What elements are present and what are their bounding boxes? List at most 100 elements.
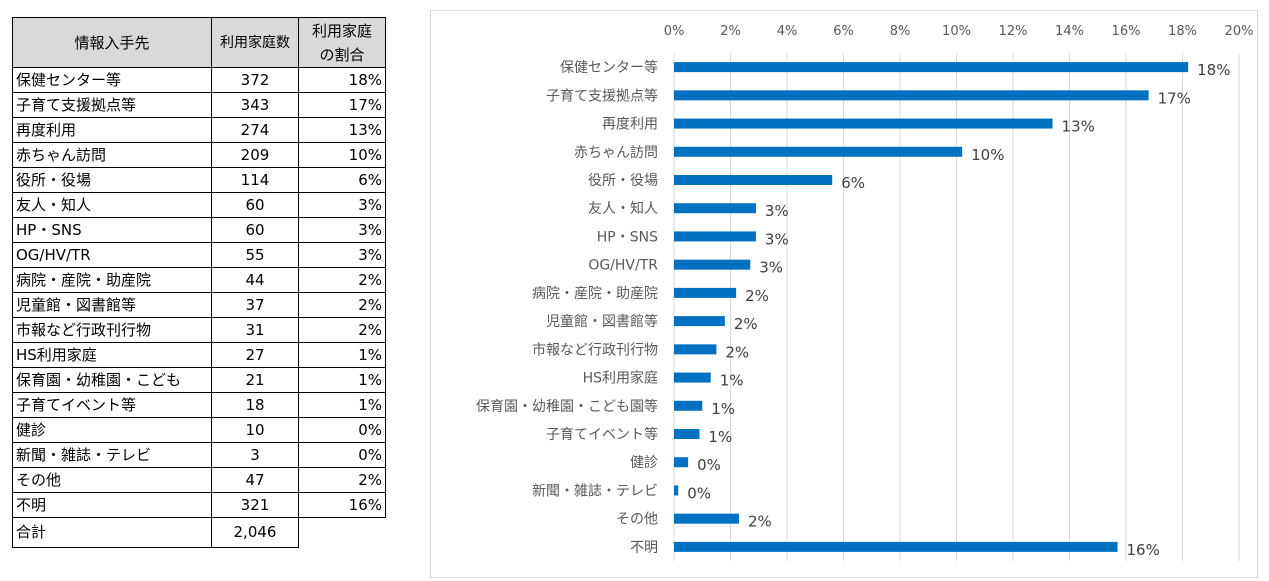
data-label: 1% <box>720 372 744 390</box>
table-header-row: 情報入手先 利用家庭数 利用家庭 の割合 <box>12 17 386 68</box>
bar <box>674 287 737 298</box>
header-ratio-line2: の割合 <box>319 45 365 64</box>
cell-ratio: 2% <box>298 292 386 318</box>
cell-source: その他 <box>12 467 212 493</box>
header-count: 利用家庭数 <box>211 17 299 68</box>
bar <box>674 146 963 157</box>
cell-source: 保健センター等 <box>12 67 212 93</box>
cell-ratio: 2% <box>298 467 386 493</box>
cell-source: 再度利用 <box>12 117 212 143</box>
x-tick-label: 20% <box>1225 24 1254 39</box>
cell-source: HP・SNS <box>12 217 212 243</box>
total-label: 合計 <box>12 517 212 548</box>
cell-count: 343 <box>211 92 299 118</box>
table-row: その他 47 2% <box>12 467 386 493</box>
category-label: 健診 <box>630 455 658 471</box>
category-label: 新聞・雑誌・テレビ <box>532 483 658 499</box>
cell-ratio: 1% <box>298 392 386 418</box>
data-label: 10% <box>971 146 1004 164</box>
table-row: 子育てイベント等 18 1% <box>12 392 386 418</box>
bar <box>674 372 711 383</box>
data-label: 18% <box>1197 61 1230 79</box>
data-label: 3% <box>765 202 789 220</box>
bar <box>674 62 1189 73</box>
bar <box>674 259 751 270</box>
cell-count: 321 <box>211 492 299 518</box>
cell-count: 27 <box>211 342 299 368</box>
cell-count: 274 <box>211 117 299 143</box>
table-row: 保健センター等 372 18% <box>12 67 386 93</box>
table-row: 赤ちゃん訪問 209 10% <box>12 142 386 168</box>
cell-count: 60 <box>211 217 299 243</box>
cell-ratio: 13% <box>298 117 386 143</box>
cell-count: 3 <box>211 442 299 468</box>
category-label: 友人・知人 <box>588 200 658 217</box>
data-label: 0% <box>687 484 711 502</box>
category-label: 子育てイベント等 <box>546 426 658 443</box>
cell-source: 健診 <box>12 417 212 443</box>
x-tick-label: 16% <box>1112 24 1141 39</box>
cell-source: 児童館・図書館等 <box>12 292 212 318</box>
table-row: 健診 10 0% <box>12 417 386 443</box>
total-count: 2,046 <box>211 517 299 548</box>
x-tick-label: 12% <box>999 24 1028 39</box>
category-label: HP・SNS <box>597 229 658 245</box>
header-ratio-line1: 利用家庭 <box>311 21 372 40</box>
category-label: 病院・産院・助産院 <box>532 286 658 302</box>
table-row: 病院・産院・助産院 44 2% <box>12 267 386 293</box>
cell-source: 子育てイベント等 <box>12 392 212 418</box>
cell-ratio: 0% <box>298 442 386 468</box>
cell-source: 市報など行政刊行物 <box>12 317 212 343</box>
cell-source: 役所・役場 <box>12 167 212 193</box>
cell-ratio: 3% <box>298 242 386 268</box>
bar <box>674 90 1149 101</box>
data-label: 2% <box>748 513 772 531</box>
category-label: 役所・役場 <box>588 173 658 189</box>
bar <box>674 541 1118 552</box>
cell-source: 赤ちゃん訪問 <box>12 142 212 168</box>
cell-ratio: 1% <box>298 342 386 368</box>
data-label: 1% <box>711 400 735 418</box>
header-ratio: 利用家庭 の割合 <box>298 17 386 68</box>
cell-ratio: 10% <box>298 142 386 168</box>
bar <box>674 344 717 355</box>
table-row: OG/HV/TR 55 3% <box>12 242 386 268</box>
category-label: 児童館・図書館等 <box>546 313 658 330</box>
cell-source: 不明 <box>12 492 212 518</box>
bar <box>674 175 833 185</box>
cell-count: 47 <box>211 467 299 493</box>
cell-source: 新聞・雑誌・テレビ <box>12 442 212 468</box>
x-tick-label: 4% <box>777 24 798 39</box>
cell-ratio: 1% <box>298 367 386 393</box>
cell-source: 子育て支援拠点等 <box>12 92 212 118</box>
x-tick-label: 8% <box>890 24 911 39</box>
table-row: 新聞・雑誌・テレビ 3 0% <box>12 442 386 468</box>
info-source-table: 情報入手先 利用家庭数 利用家庭 の割合 保健センター等 372 18% 子育て支援拠点… <box>12 17 386 548</box>
bar <box>674 400 703 411</box>
category-label: 市報など行政刊行物 <box>532 341 658 358</box>
data-label: 1% <box>708 428 732 446</box>
cell-ratio: 2% <box>298 267 386 293</box>
cell-source: 友人・知人 <box>12 192 212 218</box>
cell-ratio: 17% <box>298 92 386 118</box>
data-label: 6% <box>841 174 865 192</box>
cell-count: 31 <box>211 317 299 343</box>
x-tick-label: 2% <box>720 24 741 39</box>
table-body: 保健センター等 372 18% 子育て支援拠点等 343 17% 再度利用 274 13% 赤ちゃ… <box>12 67 386 548</box>
table-row: 保育園・幼稚園・こども 21 1% <box>12 367 386 393</box>
category-label: HS利用家庭 <box>583 370 658 387</box>
x-tick-label: 18% <box>1168 24 1197 39</box>
bar <box>674 429 700 439</box>
cell-ratio: 0% <box>298 417 386 443</box>
total-blank <box>299 518 386 548</box>
cell-count: 60 <box>211 192 299 218</box>
cell-ratio: 16% <box>298 492 386 518</box>
table-row: 友人・知人 60 3% <box>12 192 386 218</box>
x-tick-label: 14% <box>1055 24 1084 39</box>
cell-count: 37 <box>211 292 299 318</box>
cell-source: OG/HV/TR <box>12 242 212 268</box>
bar-chart: 0% 2% 4% 6% 8% 10% 12% 14% 16% 18% 20% 保健センター等 18% 子育… <box>430 10 1258 578</box>
table-row: 子育て支援拠点等 343 17% <box>12 92 386 118</box>
data-label: 3% <box>765 230 789 248</box>
cell-ratio: 2% <box>298 317 386 343</box>
